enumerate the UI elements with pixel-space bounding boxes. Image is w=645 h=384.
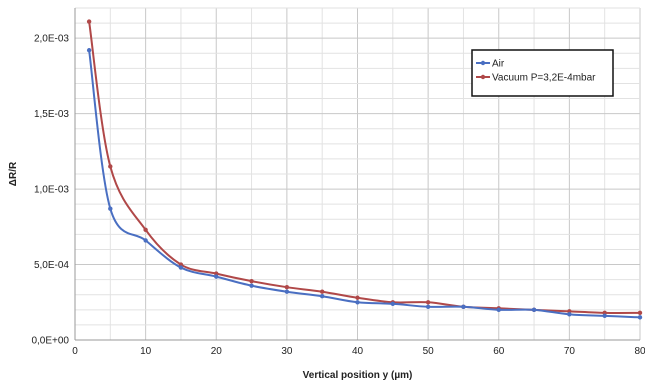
- y-tick-label: 5,0E-04: [34, 260, 69, 271]
- data-point-vacuum: [355, 295, 360, 300]
- data-point-air: [214, 274, 219, 279]
- x-tick-label: 0: [72, 346, 78, 357]
- data-point-air: [86, 48, 92, 53]
- data-point-vacuum: [249, 278, 254, 284]
- data-point-air: [496, 307, 501, 313]
- x-tick-label: 10: [140, 346, 152, 357]
- y-tick-label: 1,5E-03: [34, 109, 69, 120]
- data-point-vacuum: [284, 284, 290, 290]
- data-point-vacuum: [425, 300, 431, 305]
- legend-box: [471, 49, 614, 97]
- data-point-air: [461, 304, 466, 309]
- data-point-vacuum: [214, 271, 219, 276]
- legend-marker-air: [480, 60, 486, 66]
- series-line-air: [88, 50, 641, 319]
- data-point-air: [319, 294, 325, 299]
- data-point-vacuum: [567, 309, 572, 314]
- legend-marker-vacuum: [480, 74, 486, 80]
- y-axis-label: ΔR/R: [8, 161, 19, 186]
- y-tick-label: 2,0E-03: [34, 34, 69, 45]
- data-point-air: [531, 307, 537, 313]
- x-tick-label: 40: [352, 346, 364, 357]
- data-point-air: [390, 301, 396, 306]
- data-point-air: [637, 315, 643, 320]
- data-point-vacuum: [319, 289, 325, 294]
- x-tick-label: 30: [281, 346, 293, 357]
- data-point-air: [425, 304, 431, 309]
- x-tick-label: 70: [564, 346, 576, 357]
- legend-label-vacuum: Vacuum P=3,2E-4mbar: [492, 73, 596, 84]
- data-point-vacuum: [143, 227, 148, 233]
- data-point-vacuum: [602, 310, 607, 316]
- x-tick-label: 80: [634, 346, 645, 357]
- data-point-air: [143, 238, 148, 243]
- data-point-air: [567, 312, 572, 317]
- axes: 0 10 20 30 40 50 60 70 80 0,0E+00 5,0E-04 1,0E-03 1,…: [31, 8, 645, 357]
- x-tick-label: 50: [423, 346, 435, 357]
- x-tick-label: 60: [493, 346, 505, 357]
- data-point-air: [355, 300, 360, 305]
- data-point-air: [602, 313, 607, 319]
- data-point-air: [249, 283, 254, 288]
- data-point-air: [178, 265, 184, 270]
- x-axis-label: Vertical position y (µm): [303, 370, 413, 381]
- legend: Air Vacuum P=3,2E-4mbar: [471, 49, 614, 97]
- data-point-vacuum: [178, 262, 184, 267]
- series-layer: [86, 19, 643, 320]
- data-point-vacuum: [86, 19, 92, 24]
- data-point-vacuum: [637, 310, 643, 316]
- x-tick-label: 20: [211, 346, 223, 357]
- data-point-air: [108, 206, 113, 211]
- data-point-air: [284, 289, 290, 294]
- legend-label-air: Air: [492, 59, 505, 70]
- y-tick-label: 0,0E+00: [31, 336, 69, 347]
- data-point-vacuum: [108, 164, 113, 169]
- y-tick-label: 1,0E-03: [34, 185, 69, 196]
